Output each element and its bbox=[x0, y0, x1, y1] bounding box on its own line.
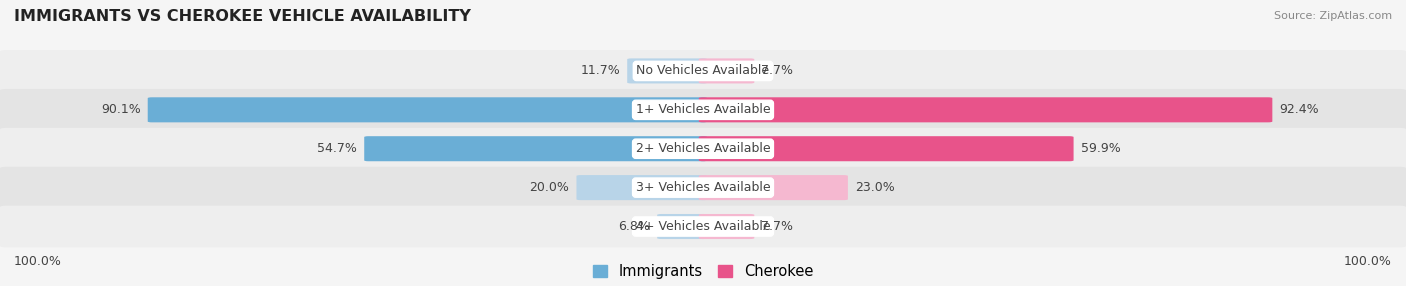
Text: 100.0%: 100.0% bbox=[14, 255, 62, 267]
Text: No Vehicles Available: No Vehicles Available bbox=[637, 64, 769, 78]
FancyBboxPatch shape bbox=[576, 175, 707, 200]
FancyBboxPatch shape bbox=[699, 214, 754, 239]
FancyBboxPatch shape bbox=[699, 136, 1074, 161]
Text: 54.7%: 54.7% bbox=[318, 142, 357, 155]
FancyBboxPatch shape bbox=[627, 58, 707, 84]
Text: 2+ Vehicles Available: 2+ Vehicles Available bbox=[636, 142, 770, 155]
FancyBboxPatch shape bbox=[0, 89, 1406, 131]
Legend: Immigrants, Cherokee: Immigrants, Cherokee bbox=[593, 264, 813, 279]
Text: Source: ZipAtlas.com: Source: ZipAtlas.com bbox=[1274, 11, 1392, 21]
Text: 7.7%: 7.7% bbox=[761, 220, 793, 233]
Text: 100.0%: 100.0% bbox=[1344, 255, 1392, 267]
Text: 90.1%: 90.1% bbox=[101, 103, 141, 116]
FancyBboxPatch shape bbox=[0, 167, 1406, 208]
FancyBboxPatch shape bbox=[0, 50, 1406, 92]
Text: 1+ Vehicles Available: 1+ Vehicles Available bbox=[636, 103, 770, 116]
FancyBboxPatch shape bbox=[0, 206, 1406, 247]
Text: 92.4%: 92.4% bbox=[1279, 103, 1319, 116]
Text: 7.7%: 7.7% bbox=[761, 64, 793, 78]
FancyBboxPatch shape bbox=[657, 214, 707, 239]
Text: 3+ Vehicles Available: 3+ Vehicles Available bbox=[636, 181, 770, 194]
FancyBboxPatch shape bbox=[0, 128, 1406, 170]
FancyBboxPatch shape bbox=[148, 97, 707, 122]
Text: 4+ Vehicles Available: 4+ Vehicles Available bbox=[636, 220, 770, 233]
Text: 20.0%: 20.0% bbox=[530, 181, 569, 194]
FancyBboxPatch shape bbox=[699, 97, 1272, 122]
Text: 59.9%: 59.9% bbox=[1081, 142, 1121, 155]
FancyBboxPatch shape bbox=[699, 175, 848, 200]
FancyBboxPatch shape bbox=[364, 136, 707, 161]
FancyBboxPatch shape bbox=[699, 58, 754, 84]
Text: 11.7%: 11.7% bbox=[581, 64, 620, 78]
Text: 6.8%: 6.8% bbox=[619, 220, 650, 233]
Text: 23.0%: 23.0% bbox=[855, 181, 894, 194]
Text: IMMIGRANTS VS CHEROKEE VEHICLE AVAILABILITY: IMMIGRANTS VS CHEROKEE VEHICLE AVAILABIL… bbox=[14, 9, 471, 23]
